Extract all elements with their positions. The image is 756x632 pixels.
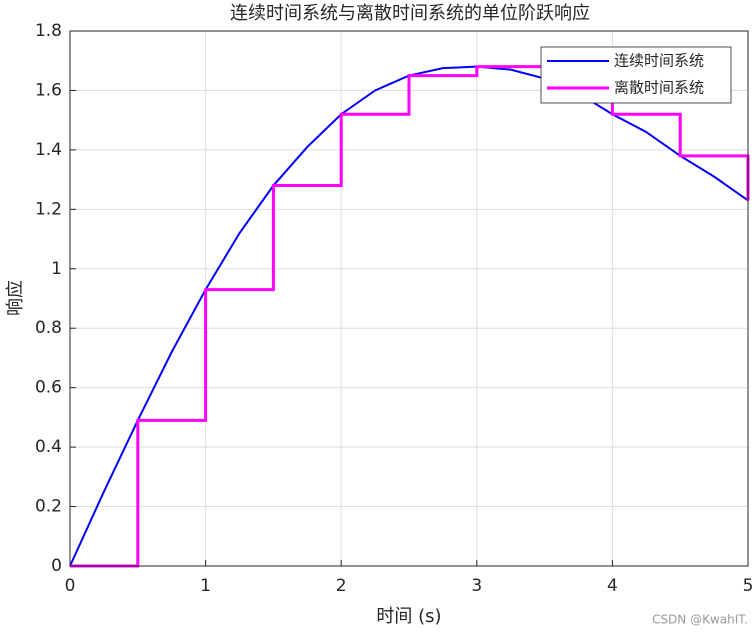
y-tick-label: 0 xyxy=(51,556,62,576)
chart-title: 连续时间系统与离散时间系统的单位阶跃响应 xyxy=(230,3,590,24)
x-tick-label: 5 xyxy=(743,576,754,596)
y-tick-label: 0.8 xyxy=(35,318,62,338)
y-tick-label: 1.4 xyxy=(35,140,62,160)
y-axis-label: 响应 xyxy=(5,280,26,316)
y-tick-label: 0.4 xyxy=(35,437,62,457)
x-tick-label: 4 xyxy=(607,576,618,596)
plot-area xyxy=(70,31,748,566)
y-tick-label: 1 xyxy=(51,259,62,279)
y-tick-label: 1.8 xyxy=(35,21,62,41)
axes-box xyxy=(69,30,749,567)
x-axis-label: 时间 (s) xyxy=(376,606,441,627)
y-tick-label: 0.6 xyxy=(35,378,62,398)
y-tick-label: 0.2 xyxy=(35,497,62,517)
y-tick-label: 1.6 xyxy=(35,80,62,100)
x-tick-label: 0 xyxy=(65,576,76,596)
legend-box xyxy=(540,46,732,104)
y-tick-label: 1.2 xyxy=(35,199,62,219)
x-tick-label: 2 xyxy=(336,576,347,596)
legend-label: 连续时间系统 xyxy=(614,52,704,70)
x-tick-label: 3 xyxy=(471,576,482,596)
legend-label: 离散时间系统 xyxy=(614,79,704,97)
x-tick-label: 1 xyxy=(200,576,211,596)
series-line xyxy=(70,65,750,568)
watermark: CSDN @KwahIT. xyxy=(652,613,748,627)
